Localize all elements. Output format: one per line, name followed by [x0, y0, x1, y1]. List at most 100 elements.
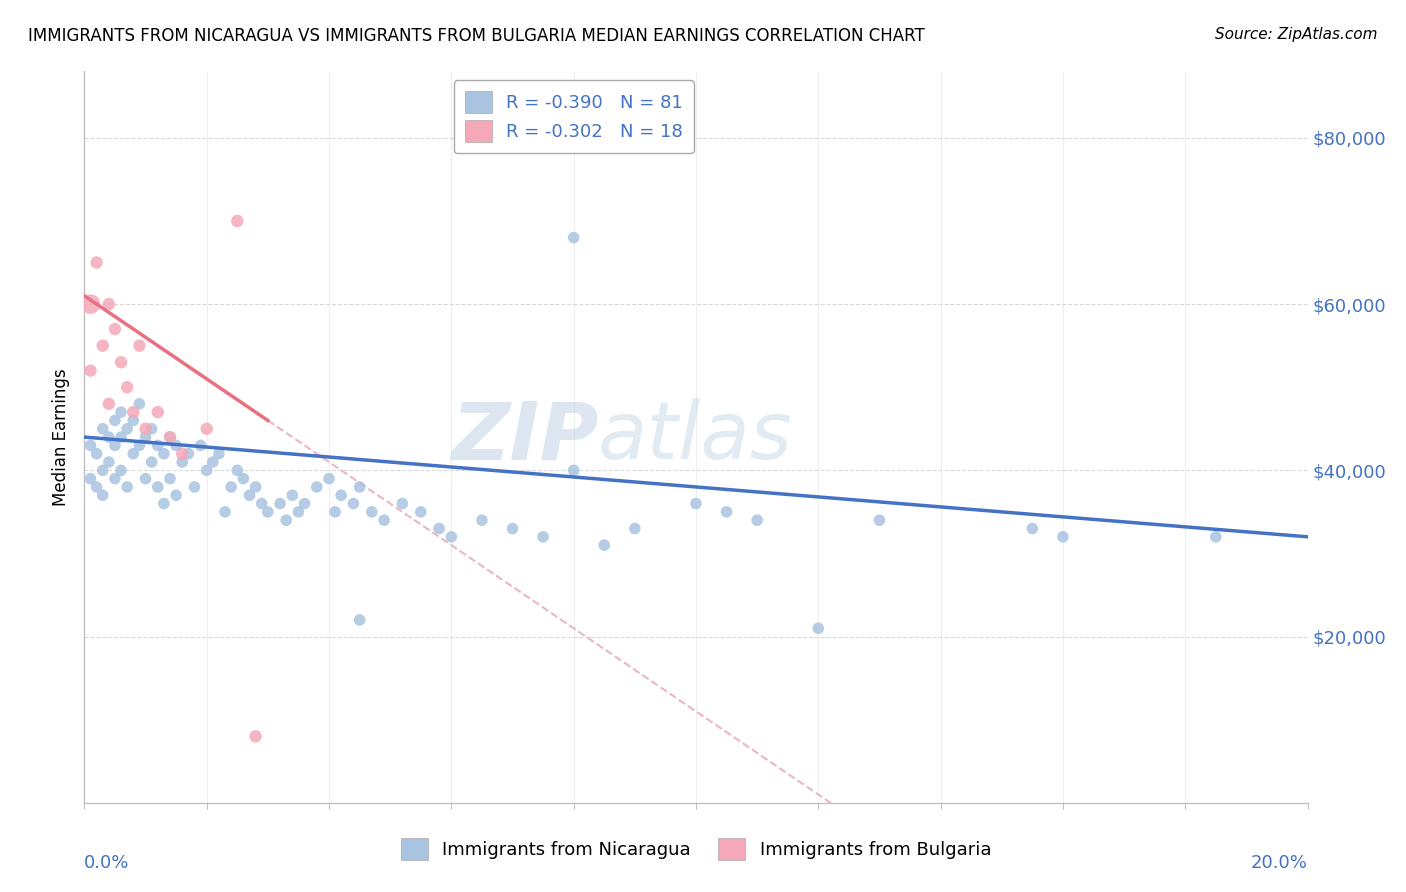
Point	[177, 447, 200, 461]
Point	[281, 488, 304, 502]
Point	[330, 488, 353, 502]
Point	[349, 480, 371, 494]
Point	[110, 463, 132, 477]
Point	[91, 338, 114, 352]
Y-axis label: Median Earnings: Median Earnings	[52, 368, 70, 506]
Point	[391, 497, 413, 511]
Point	[232, 472, 254, 486]
Text: 0.0%: 0.0%	[84, 854, 129, 872]
Point	[226, 214, 249, 228]
Point	[115, 380, 138, 394]
Point	[172, 447, 194, 461]
Point	[869, 513, 891, 527]
Point	[250, 497, 273, 511]
Point	[195, 422, 218, 436]
Point	[153, 497, 176, 511]
Point	[172, 455, 194, 469]
Point	[294, 497, 316, 511]
Point	[349, 613, 371, 627]
Point	[257, 505, 280, 519]
Point	[409, 505, 432, 519]
Point	[91, 488, 114, 502]
Point	[531, 530, 554, 544]
Point	[305, 480, 328, 494]
Point	[1205, 530, 1227, 544]
Point	[128, 397, 150, 411]
Point	[219, 480, 242, 494]
Point	[135, 430, 157, 444]
Point	[593, 538, 616, 552]
Point	[146, 438, 169, 452]
Text: atlas: atlas	[598, 398, 793, 476]
Point	[104, 472, 127, 486]
Point	[146, 405, 169, 419]
Legend: Immigrants from Nicaragua, Immigrants from Bulgaria: Immigrants from Nicaragua, Immigrants fr…	[394, 830, 998, 867]
Point	[110, 355, 132, 369]
Point	[86, 447, 108, 461]
Point	[276, 513, 298, 527]
Point	[1021, 521, 1043, 535]
Point	[141, 455, 163, 469]
Point	[373, 513, 395, 527]
Text: Source: ZipAtlas.com: Source: ZipAtlas.com	[1215, 27, 1378, 42]
Point	[238, 488, 260, 502]
Point	[91, 463, 114, 477]
Point	[110, 430, 132, 444]
Point	[97, 455, 120, 469]
Point	[342, 497, 364, 511]
Point	[159, 430, 181, 444]
Point	[716, 505, 738, 519]
Point	[91, 422, 114, 436]
Point	[747, 513, 769, 527]
Point	[1052, 530, 1074, 544]
Point	[79, 363, 101, 377]
Point	[110, 405, 132, 419]
Point	[115, 480, 138, 494]
Point	[287, 505, 309, 519]
Point	[807, 621, 830, 635]
Point	[122, 405, 145, 419]
Point	[104, 413, 127, 427]
Point	[141, 422, 163, 436]
Point	[323, 505, 346, 519]
Point	[195, 463, 218, 477]
Point	[122, 447, 145, 461]
Point	[128, 438, 150, 452]
Point	[208, 447, 231, 461]
Point	[97, 397, 120, 411]
Point	[427, 521, 450, 535]
Point	[104, 322, 127, 336]
Point	[624, 521, 647, 535]
Point	[502, 521, 524, 535]
Point	[128, 338, 150, 352]
Text: 20.0%: 20.0%	[1251, 854, 1308, 872]
Point	[214, 505, 236, 519]
Point	[318, 472, 340, 486]
Point	[471, 513, 494, 527]
Point	[245, 729, 267, 743]
Point	[190, 438, 212, 452]
Point	[440, 530, 463, 544]
Point	[245, 480, 267, 494]
Point	[159, 430, 181, 444]
Point	[135, 422, 157, 436]
Point	[79, 472, 101, 486]
Point	[183, 480, 205, 494]
Point	[153, 447, 176, 461]
Point	[79, 438, 101, 452]
Point	[97, 430, 120, 444]
Point	[79, 297, 101, 311]
Point	[122, 413, 145, 427]
Point	[146, 480, 169, 494]
Point	[86, 480, 108, 494]
Point	[226, 463, 249, 477]
Text: IMMIGRANTS FROM NICARAGUA VS IMMIGRANTS FROM BULGARIA MEDIAN EARNINGS CORRELATIO: IMMIGRANTS FROM NICARAGUA VS IMMIGRANTS …	[28, 27, 925, 45]
Point	[115, 422, 138, 436]
Point	[360, 505, 382, 519]
Point	[685, 497, 707, 511]
Point	[562, 463, 585, 477]
Point	[104, 438, 127, 452]
Point	[201, 455, 224, 469]
Point	[135, 472, 157, 486]
Text: ZIP: ZIP	[451, 398, 598, 476]
